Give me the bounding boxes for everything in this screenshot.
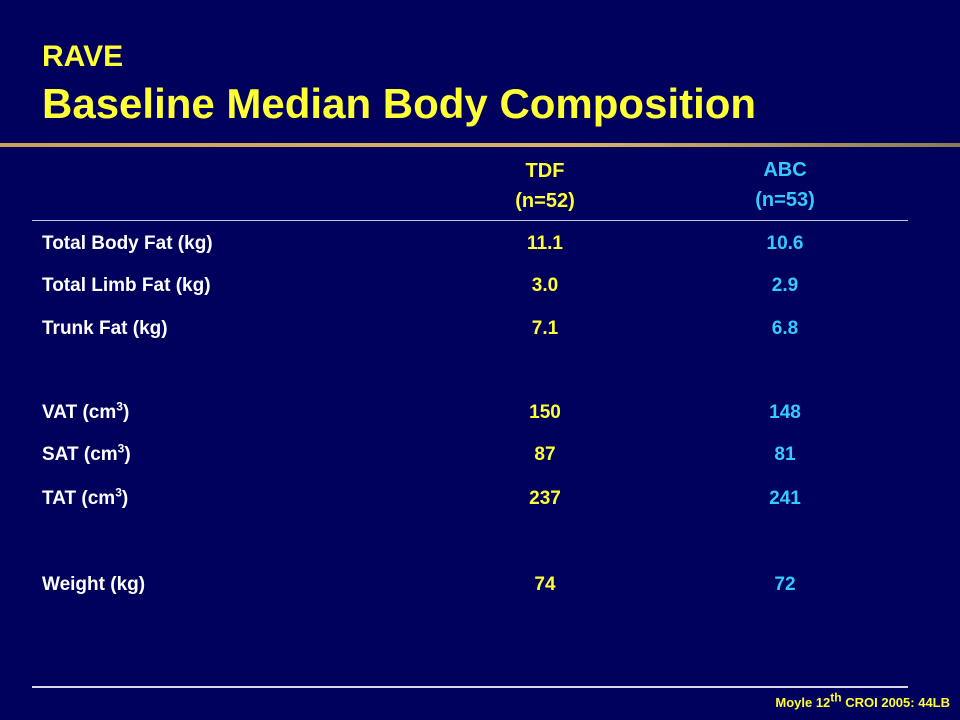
slide-title: Baseline Median Body Composition: [42, 80, 757, 127]
tdf-value: 3.0: [531, 275, 559, 296]
footer-divider: [32, 686, 908, 688]
row-label: VAT (cm3): [42, 399, 130, 424]
header-divider: [32, 220, 908, 221]
tdf-value: 74: [534, 574, 556, 595]
citation-text: Moyle 12: [775, 695, 831, 710]
tdf-value: 7.1: [531, 318, 559, 339]
abc-value: 6.8: [771, 318, 799, 339]
tdf-value: 11.1: [527, 233, 563, 254]
column-header-abc: ABC (n=53): [705, 155, 865, 215]
citation-text: CROI 2005: 44LB: [841, 695, 950, 710]
title-accent-bar: [0, 143, 960, 147]
abc-value: 148: [769, 402, 801, 423]
row-label: Total Limb Fat (kg): [42, 275, 211, 296]
abc-value: 2.9: [771, 275, 799, 296]
superscript: 3: [116, 399, 123, 414]
row-label: Weight (kg): [42, 574, 146, 595]
column-n: (n=53): [755, 189, 815, 211]
row-label: SAT (cm3): [42, 441, 131, 466]
superscript: 3: [117, 441, 125, 456]
tdf-value: 150: [529, 402, 561, 423]
label-text: TAT (cm: [42, 488, 116, 509]
label-text: ): [124, 444, 131, 465]
citation: Moyle 12th CROI 2005: 44LB: [775, 692, 950, 710]
slide-subtitle: RAVE: [42, 40, 124, 73]
abc-value: 241: [769, 488, 801, 509]
column-n: (n=52): [515, 190, 575, 212]
tdf-value: 87: [534, 444, 556, 465]
label-text: ): [122, 402, 130, 423]
row-label: Trunk Fat (kg): [42, 318, 168, 339]
column-name: TDF: [525, 160, 565, 182]
row-label: TAT (cm3): [42, 485, 129, 510]
column-header-tdf: TDF (n=52): [465, 156, 625, 216]
citation-superscript: th: [830, 690, 842, 705]
abc-value: 72: [774, 574, 796, 595]
abc-value: 81: [774, 444, 796, 465]
label-text: SAT (cm: [42, 444, 118, 465]
row-label: Total Body Fat (kg): [42, 233, 213, 254]
superscript: 3: [115, 485, 122, 500]
tdf-value: 237: [529, 488, 561, 509]
label-text: ): [121, 488, 129, 509]
label-text: VAT (cm: [42, 402, 117, 423]
column-name: ABC: [763, 159, 807, 181]
abc-value: 10.6: [766, 233, 804, 254]
